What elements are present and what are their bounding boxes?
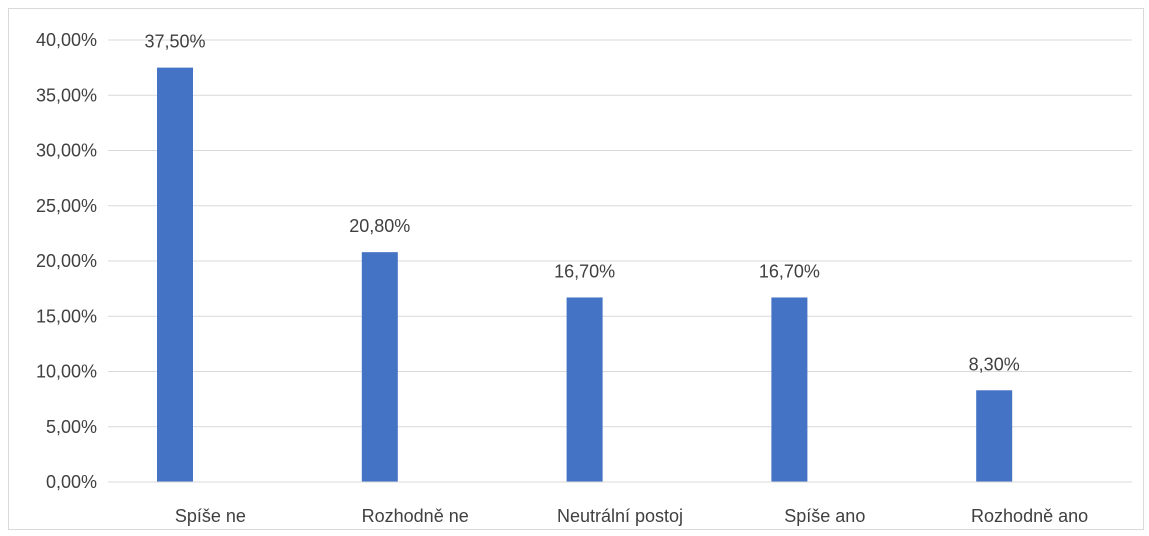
- category-label: Rozhodně ne: [362, 506, 469, 526]
- data-label: 20,80%: [349, 216, 410, 236]
- y-tick-label: 5,00%: [46, 417, 97, 437]
- bar: [976, 390, 1013, 482]
- category-label: Rozhodně ano: [971, 506, 1088, 526]
- y-tick-label: 10,00%: [36, 362, 97, 382]
- y-tick-label: 30,00%: [36, 141, 97, 161]
- bar: [361, 252, 398, 482]
- y-tick-label: 0,00%: [46, 472, 97, 492]
- data-label: 37,50%: [144, 32, 205, 52]
- data-label: 16,70%: [759, 261, 820, 281]
- bar: [771, 297, 808, 482]
- y-tick-label: 40,00%: [36, 30, 97, 50]
- category-label: Spíše ne: [175, 506, 246, 526]
- y-tick-label: 15,00%: [36, 306, 97, 326]
- bar: [566, 297, 603, 482]
- bar: [157, 67, 193, 482]
- bars: [157, 67, 1013, 482]
- data-label: 16,70%: [554, 261, 615, 281]
- y-tick-label: 35,00%: [36, 85, 97, 105]
- y-tick-label: 25,00%: [36, 196, 97, 216]
- y-tick-label: 20,00%: [36, 251, 97, 271]
- data-label: 8,30%: [969, 354, 1020, 374]
- data-labels: 37,50% 20,80% 16,70% 16,70% 8,30%: [144, 32, 1019, 375]
- category-label: Neutrální postoj: [557, 506, 683, 526]
- x-axis-categories: Spíše ne Rozhodně ne Neutrální postoj Spíše…: [175, 506, 1088, 526]
- y-axis-ticks: 0,00% 5,00% 10,00% 15,00% 20,00% 25,00% 30,00%…: [36, 30, 97, 492]
- category-label: Spíše ano: [784, 506, 865, 526]
- gridlines: [108, 39, 1132, 428]
